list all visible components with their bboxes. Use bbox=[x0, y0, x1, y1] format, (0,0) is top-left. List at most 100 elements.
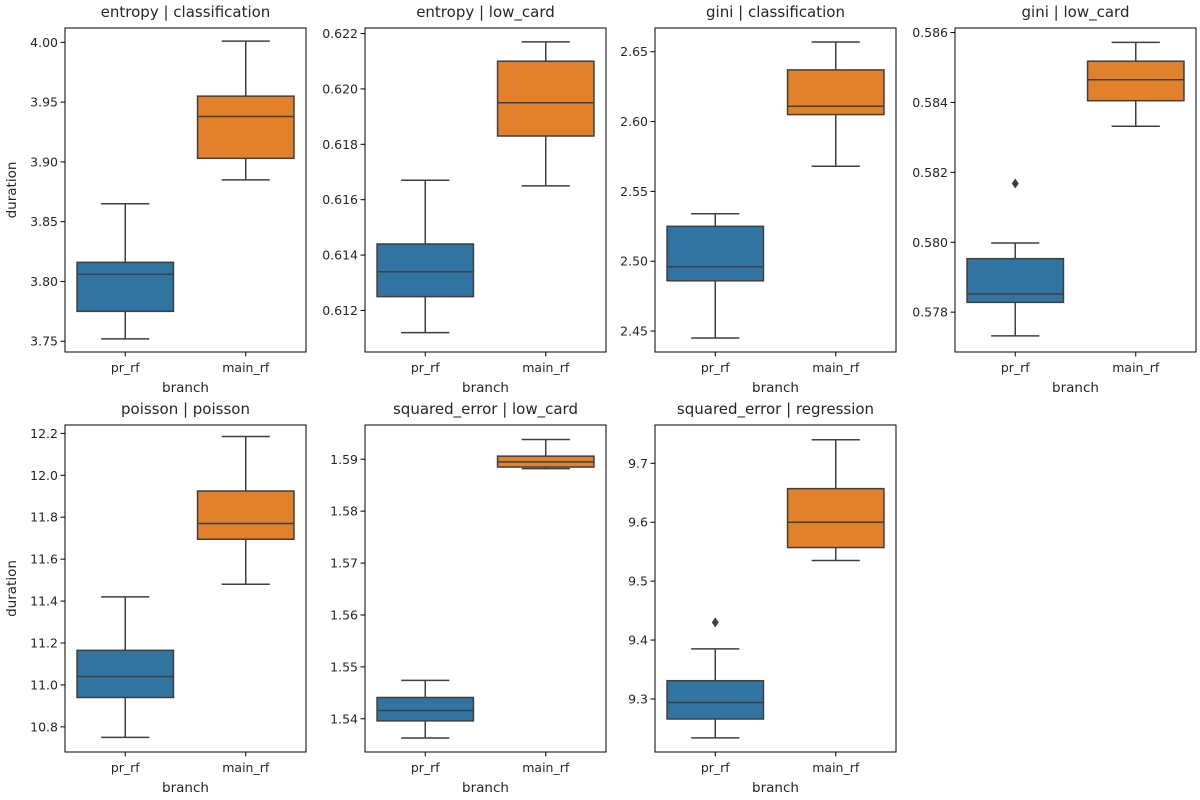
y-tick-label: 3.75 bbox=[30, 334, 58, 349]
y-tick-label: 1.55 bbox=[330, 659, 358, 674]
box-pr_rf bbox=[666, 212, 765, 339]
x-axis-label: branch bbox=[462, 780, 509, 796]
x-tick-label: main_rf bbox=[222, 760, 270, 775]
subplot-title: gini | classification bbox=[706, 3, 845, 21]
x-tick-label: pr_rf bbox=[411, 760, 440, 775]
subplot-title: entropy | low_card bbox=[416, 3, 555, 22]
iqr-box bbox=[496, 60, 595, 137]
x-axis-label: branch bbox=[1052, 380, 1099, 396]
subplot-3: gini | classification 2.45 2.50 2.55 2.60 2.6… bbox=[620, 3, 897, 396]
y-tick-label: 0.622 bbox=[322, 26, 358, 41]
x-tick-label: main_rf bbox=[222, 360, 270, 375]
y-tick-label: 10.8 bbox=[30, 719, 58, 734]
y-tick-label: 2.60 bbox=[620, 114, 648, 129]
x-axis-label: branch bbox=[752, 380, 799, 396]
subplot-6: squared_error | low_card 1.54 1.55 1.56 1.57… bbox=[330, 400, 607, 796]
y-tick-label: 0.614 bbox=[322, 248, 358, 263]
x-axis-label: branch bbox=[162, 780, 209, 796]
y-tick-label: 1.56 bbox=[330, 607, 358, 622]
iqr-box bbox=[666, 679, 765, 720]
y-tick-label: 0.578 bbox=[912, 305, 948, 320]
y-tick-label: 3.90 bbox=[30, 154, 58, 169]
y-tick-label: 3.80 bbox=[30, 274, 58, 289]
iqr-box bbox=[786, 69, 885, 116]
y-tick-label: 12.0 bbox=[30, 468, 58, 483]
y-tick-label: 3.85 bbox=[30, 214, 58, 229]
y-tick-label: 0.582 bbox=[912, 165, 948, 180]
y-tick-label: 2.45 bbox=[620, 324, 648, 339]
box-pr_rf bbox=[966, 178, 1065, 337]
box-pr_rf bbox=[376, 179, 475, 334]
y-tick-label: 0.586 bbox=[912, 25, 948, 40]
x-tick-label: main_rf bbox=[522, 360, 570, 375]
y-tick-label: 0.618 bbox=[322, 137, 358, 152]
x-tick-label: pr_rf bbox=[411, 360, 440, 375]
y-tick-label: 3.95 bbox=[30, 95, 58, 110]
x-axis-label: branch bbox=[462, 380, 509, 396]
box-pr_rf bbox=[376, 679, 475, 739]
iqr-box bbox=[966, 257, 1065, 304]
x-tick-label: pr_rf bbox=[701, 360, 730, 375]
axes-frame bbox=[954, 27, 1197, 353]
axes-frame bbox=[64, 424, 307, 753]
y-tick-label: 1.57 bbox=[330, 556, 358, 571]
iqr-box bbox=[786, 487, 885, 549]
y-tick-label: 11.6 bbox=[30, 552, 58, 567]
y-axis-label: duration bbox=[4, 162, 20, 219]
y-tick-label: 0.616 bbox=[322, 192, 358, 207]
y-tick-label: 2.55 bbox=[620, 184, 648, 199]
box-pr_rf bbox=[666, 617, 765, 739]
box-main_rf bbox=[196, 40, 295, 181]
iqr-box bbox=[76, 649, 175, 699]
axes-frame bbox=[364, 424, 607, 753]
x-tick-label: pr_rf bbox=[111, 360, 140, 375]
axes-frame bbox=[654, 27, 897, 353]
axes-frame bbox=[364, 27, 607, 353]
y-tick-label: 2.50 bbox=[620, 254, 648, 269]
box-main_rf bbox=[496, 41, 595, 187]
iqr-box bbox=[376, 243, 475, 298]
subplot-title: poisson | poisson bbox=[121, 400, 250, 418]
subplot-2: entropy | low_card 0.612 0.614 0.616 0.618 0.… bbox=[322, 3, 607, 396]
y-tick-label: 0.584 bbox=[912, 95, 948, 110]
x-tick-label: pr_rf bbox=[111, 760, 140, 775]
y-tick-label: 11.0 bbox=[30, 677, 58, 692]
axes-frame bbox=[654, 424, 897, 753]
subplot-title: squared_error | low_card bbox=[393, 400, 578, 419]
subplot-1: entropy | classification 3.75 3.80 3.85 3.90… bbox=[4, 3, 307, 396]
x-tick-label: pr_rf bbox=[701, 760, 730, 775]
y-tick-label: 9.7 bbox=[628, 456, 648, 471]
y-tick-label: 11.4 bbox=[30, 594, 58, 609]
y-tick-label: 9.5 bbox=[628, 574, 648, 589]
subplot-title: squared_error | regression bbox=[677, 400, 874, 419]
subplot-4: gini | low_card 0.578 0.580 0.582 0.584 0.586… bbox=[912, 3, 1197, 396]
box-pr_rf bbox=[76, 596, 175, 739]
x-tick-label: main_rf bbox=[522, 760, 570, 775]
iqr-box bbox=[196, 490, 295, 540]
y-tick-label: 9.6 bbox=[628, 515, 648, 530]
y-tick-label: 0.620 bbox=[322, 81, 358, 96]
y-tick-label: 9.3 bbox=[628, 691, 648, 706]
iqr-box bbox=[666, 225, 765, 282]
y-tick-label: 0.580 bbox=[912, 235, 948, 250]
y-tick-label: 0.612 bbox=[322, 303, 358, 318]
subplot-title: gini | low_card bbox=[1022, 3, 1130, 22]
outlier-point bbox=[711, 617, 719, 628]
y-tick-label: 11.8 bbox=[30, 510, 58, 525]
box-main_rf bbox=[196, 435, 295, 586]
y-tick-label: 11.2 bbox=[30, 636, 58, 651]
y-tick-label: 12.2 bbox=[30, 426, 58, 441]
subplot-title: entropy | classification bbox=[101, 3, 271, 21]
x-tick-label: main_rf bbox=[812, 360, 860, 375]
axes-frame bbox=[64, 27, 307, 353]
box-main_rf bbox=[1086, 41, 1185, 127]
y-tick-label: 1.59 bbox=[330, 452, 358, 467]
box-main_rf bbox=[496, 438, 595, 470]
subplot-5: poisson | poisson 10.8 11.0 11.2 11.4 11.6 11.… bbox=[4, 400, 307, 796]
iqr-box bbox=[1086, 60, 1185, 102]
iqr-box bbox=[376, 696, 475, 722]
y-tick-label: 9.4 bbox=[628, 633, 648, 648]
outlier-point bbox=[1011, 178, 1019, 189]
box-pr_rf bbox=[76, 202, 175, 340]
